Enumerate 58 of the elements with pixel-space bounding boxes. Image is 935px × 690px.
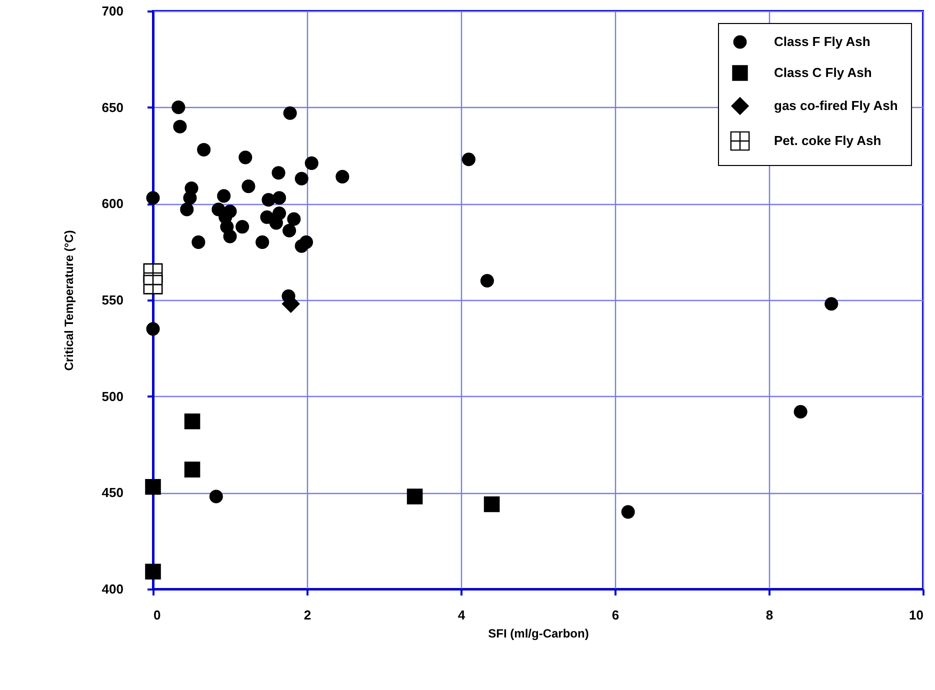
point <box>406 488 423 504</box>
x-tick-label: 4 <box>458 608 466 622</box>
point <box>260 210 274 224</box>
point <box>484 496 500 512</box>
point <box>794 404 808 419</box>
point <box>143 274 163 294</box>
y-tick-label: 600 <box>102 196 124 212</box>
point <box>184 462 200 478</box>
point <box>272 166 286 180</box>
point <box>294 172 308 186</box>
point <box>217 189 231 203</box>
point <box>146 191 160 205</box>
point <box>192 235 206 249</box>
point <box>236 220 250 234</box>
point <box>299 235 314 249</box>
point <box>172 100 186 114</box>
y-tick-label: 400 <box>102 582 124 596</box>
point <box>269 216 283 230</box>
point <box>283 106 297 120</box>
point <box>262 193 276 207</box>
y-tick-label: 450 <box>102 485 124 500</box>
y-axis-title: Critical Temperature (°C) <box>62 230 76 371</box>
point <box>146 322 160 336</box>
point <box>621 505 635 519</box>
point <box>180 202 194 216</box>
point <box>183 191 197 205</box>
point <box>184 413 200 430</box>
point <box>304 156 318 170</box>
x-tick-label: 6 <box>612 608 620 622</box>
y-tick-label: 550 <box>102 292 124 308</box>
legend-label: Class F Fly Ash <box>774 34 870 49</box>
point <box>480 274 494 288</box>
point <box>145 478 161 495</box>
x-tick-label: 2 <box>304 608 312 622</box>
point <box>287 212 301 226</box>
legend-label: Class C Fly Ash <box>774 65 872 80</box>
x-tick-label: 0 <box>154 608 161 622</box>
legend-label: Pet. coke Fly Ash <box>774 133 882 148</box>
point <box>336 170 350 184</box>
point <box>197 142 211 156</box>
point <box>209 490 223 504</box>
point <box>256 235 270 249</box>
point <box>272 191 286 205</box>
point <box>282 224 296 238</box>
point <box>824 297 838 311</box>
point <box>462 152 476 166</box>
y-tick-label: 700 <box>102 4 124 18</box>
point <box>223 230 237 244</box>
point <box>242 180 256 194</box>
point <box>238 150 252 164</box>
x-axis-title: SFI (ml/g-Carbon) <box>488 626 589 640</box>
x-tick-label: 10 <box>909 608 924 622</box>
x-tick-label: 8 <box>766 608 774 622</box>
point <box>145 564 161 580</box>
point <box>173 120 187 134</box>
y-tick-label: 650 <box>102 100 124 115</box>
y-tick-label: 500 <box>102 388 124 404</box>
legend-label: gas co-fired Fly Ash <box>774 98 898 113</box>
